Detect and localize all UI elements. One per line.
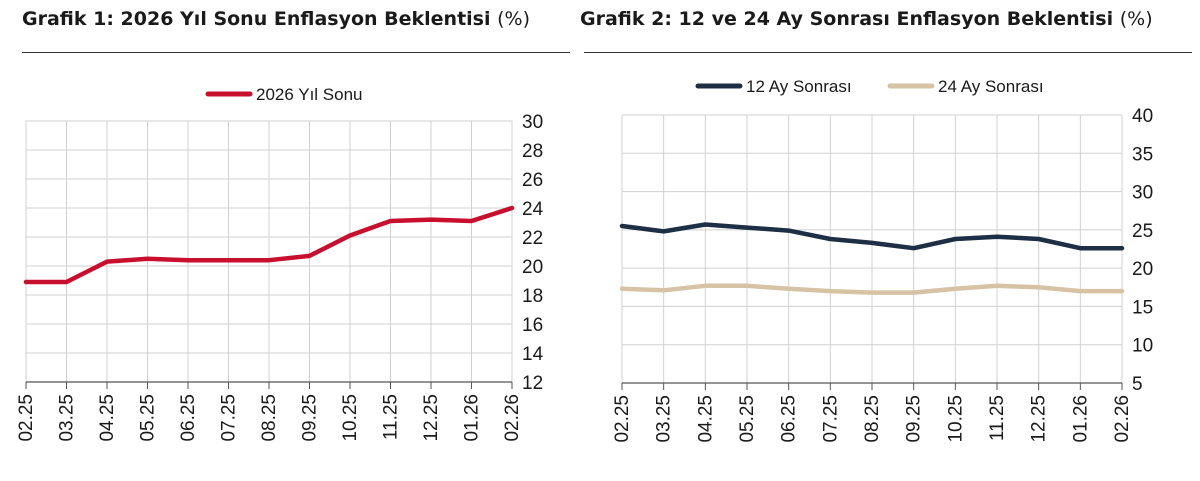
chart-1-x-tick-label: 09.25 — [300, 394, 321, 442]
chart-1-y-tick-label: 20 — [522, 257, 543, 278]
chart-2-x-tick-label: 12.25 — [1029, 395, 1050, 443]
chart-2-y-tick-label: 25 — [1132, 221, 1153, 242]
chart-2-y-tick-label: 10 — [1132, 336, 1153, 357]
chart-1-unit: (%) — [497, 8, 531, 30]
chart-2-title-rule — [584, 52, 1192, 53]
chart-2-legend-label-1: 12 Ay Sonrası — [746, 77, 852, 96]
chart-2-legend-label-2: 24 Ay Sonrası — [938, 77, 1044, 96]
chart-1-x-tick-label: 04.25 — [97, 394, 118, 442]
chart-2-x-tick-label: 01.26 — [1070, 395, 1091, 443]
chart-1-x-tick-label: 06.25 — [178, 394, 199, 442]
chart-2-y-tick-label: 30 — [1132, 183, 1153, 204]
chart-1-legend-label-1: 2026 Yıl Sonu — [256, 85, 363, 104]
chart-1-y-tick-label: 18 — [522, 286, 543, 307]
chart-1-x-tick-label: 02.26 — [502, 394, 523, 442]
chart-2-x-tick-label: 02.25 — [612, 395, 633, 443]
chart-1-y-tick-label: 24 — [522, 199, 544, 220]
chart-2-x-tick-label: 09.25 — [904, 395, 925, 443]
chart-2-y-tick-label: 20 — [1132, 259, 1153, 280]
chart-2-x-tick-label: 02.26 — [1112, 395, 1133, 443]
chart-1-y-tick-label: 12 — [522, 373, 543, 394]
chart-1-x-tick-label: 10.25 — [340, 394, 361, 442]
chart-1-x-tick-label: 02.25 — [16, 394, 37, 442]
chart-2-x-tick-label: 11.25 — [987, 395, 1008, 441]
chart-1-x-tick-label: 05.25 — [138, 394, 159, 442]
chart-2-svg: 5 10 15 20 25 30 35 40 02.25 03.25 04.25 05.25 06.25… — [612, 77, 1153, 443]
chart-1-y-tick-label: 26 — [522, 170, 543, 191]
chart-2-unit: (%) — [1119, 8, 1153, 30]
chart-2-x-tick-label: 07.25 — [820, 395, 841, 443]
chart-2-x-tick-label: 10.25 — [945, 395, 966, 443]
chart-1-x-tick-label: 12.25 — [421, 394, 442, 442]
chart-1-x-tick-label: 03.25 — [57, 394, 78, 442]
chart-panel-1: Grafik 1: 2026 Yıl Sonu Enflasyon Beklen… — [0, 0, 578, 481]
chart-1-x-tick-label: 07.25 — [219, 394, 240, 442]
chart-1-svg: 12 14 16 18 20 22 24 26 28 30 02.25 03.25 04.25 05.25… — [16, 85, 544, 442]
chart-1-y-tick-label: 22 — [522, 228, 543, 249]
chart-2-title: Grafik 2: 12 ve 24 Ay Sonrası Enflasyon … — [580, 8, 1153, 30]
chart-panel-2: Grafik 2: 12 ve 24 Ay Sonrası Enflasyon … — [578, 0, 1200, 481]
chart-2-series-2-line — [619, 283, 1125, 295]
chart-1-title-rule — [22, 52, 570, 53]
chart-2-x-tick-label: 06.25 — [779, 395, 800, 443]
chart-1-y-tick-label: 14 — [522, 344, 544, 365]
chart-1-y-tick-label: 28 — [522, 141, 543, 162]
chart-1-title: Grafik 1: 2026 Yıl Sonu Enflasyon Beklen… — [22, 8, 531, 30]
chart-2-x-tick-label: 05.25 — [737, 395, 758, 443]
chart-2-y-tick-label: 40 — [1132, 106, 1153, 127]
chart-1-y-tick-label: 30 — [522, 112, 543, 133]
chart-1-x-tick-label: 01.26 — [462, 394, 483, 442]
chart-1-x-tick-label: 11.25 — [381, 394, 402, 440]
chart-1-x-tick-label: 08.25 — [259, 394, 280, 442]
chart-2-x-tick-label: 08.25 — [862, 395, 883, 443]
chart-2-x-tick-label: 03.25 — [654, 395, 675, 443]
chart-2-y-tick-label: 35 — [1132, 144, 1153, 165]
chart-2-y-tick-label: 15 — [1132, 297, 1153, 318]
chart-2-y-tick-label: 5 — [1132, 374, 1143, 395]
chart-1-y-tick-label: 16 — [522, 315, 543, 336]
chart-2-series-1-line — [619, 222, 1125, 251]
chart-2-x-tick-label: 04.25 — [695, 395, 716, 443]
chart-1-series-1-line — [23, 205, 515, 285]
